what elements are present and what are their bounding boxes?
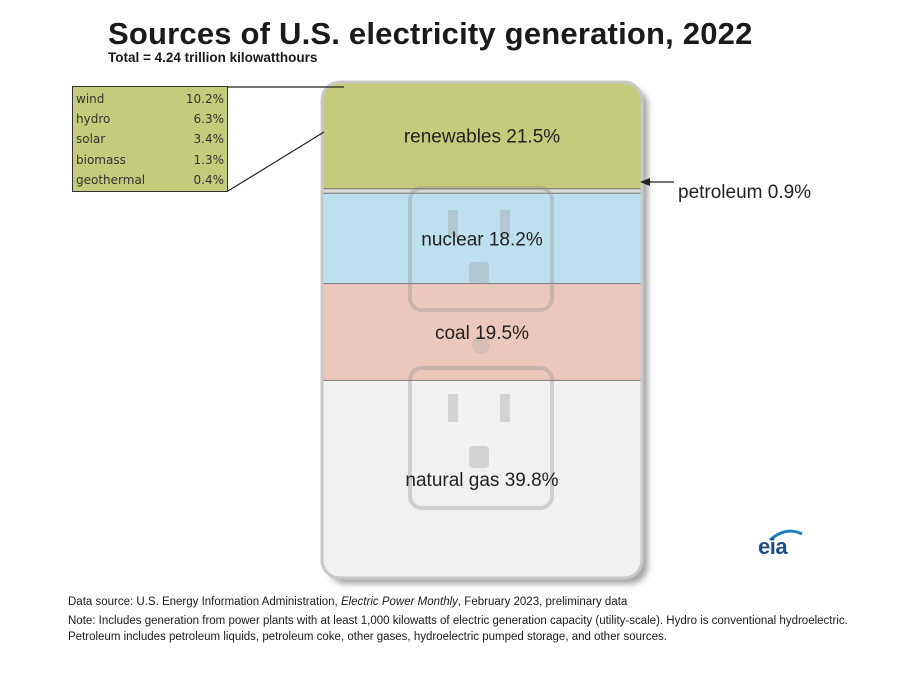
segment-coal xyxy=(322,283,642,381)
petroleum-arrowhead xyxy=(640,178,650,186)
breakdown-value: 3.4% xyxy=(193,132,225,147)
outlet-plate-border xyxy=(320,80,644,580)
eia-logo: eia xyxy=(758,534,788,559)
breakdown-name: geothermal xyxy=(76,172,146,187)
breakdown-value: 10.2% xyxy=(185,92,224,106)
segment-natural-gas xyxy=(322,380,642,578)
chart-subtitle: Total = 4.24 trillion kilowatthours xyxy=(108,50,318,65)
breakdown-value: 0.4% xyxy=(193,172,225,187)
segment-renewables xyxy=(322,82,642,189)
segment-petroleum xyxy=(322,188,642,194)
breakdown-name: solar xyxy=(76,132,106,147)
breakdown-value: 6.3% xyxy=(193,112,225,127)
segment-nuclear xyxy=(322,193,642,284)
breakdown-name: hydro xyxy=(76,112,111,127)
label-petroleum: petroleum 0.9% xyxy=(678,182,811,203)
breakdown-name: wind xyxy=(76,92,105,106)
breakdown-value: 1.3% xyxy=(193,152,225,167)
label-renewables: renewables 21.5% xyxy=(404,126,560,147)
breakdown-name: biomass xyxy=(76,152,126,167)
outlet-drawing xyxy=(408,186,554,510)
renewables-breakdown-box: wind 10.2% hydro 6.3% solar 3.4% biomass 1.3% ge… xyxy=(72,86,228,192)
label-natural-gas: natural gas 39.8% xyxy=(405,470,558,491)
breakdown-row-solar: solar 3.4% xyxy=(76,129,224,149)
breakdown-row-geothermal: geothermal 0.4% xyxy=(76,170,224,190)
chart-note: Note: Includes generation from power pla… xyxy=(68,615,848,643)
breakdown-row-wind: wind 10.2% xyxy=(76,89,224,109)
chart-title: Sources of U.S. electricity generation, … xyxy=(108,16,753,51)
data-source: Data source: U.S. Energy Information Adm… xyxy=(68,596,628,608)
label-nuclear: nuclear 18.2% xyxy=(421,229,543,250)
breakdown-row-biomass: biomass 1.3% xyxy=(76,150,224,170)
breakdown-row-hydro: hydro 6.3% xyxy=(76,109,224,129)
label-coal: coal 19.5% xyxy=(435,323,529,344)
breakdown-connector-bottom xyxy=(227,131,325,192)
eia-logo-swoosh xyxy=(769,529,803,542)
